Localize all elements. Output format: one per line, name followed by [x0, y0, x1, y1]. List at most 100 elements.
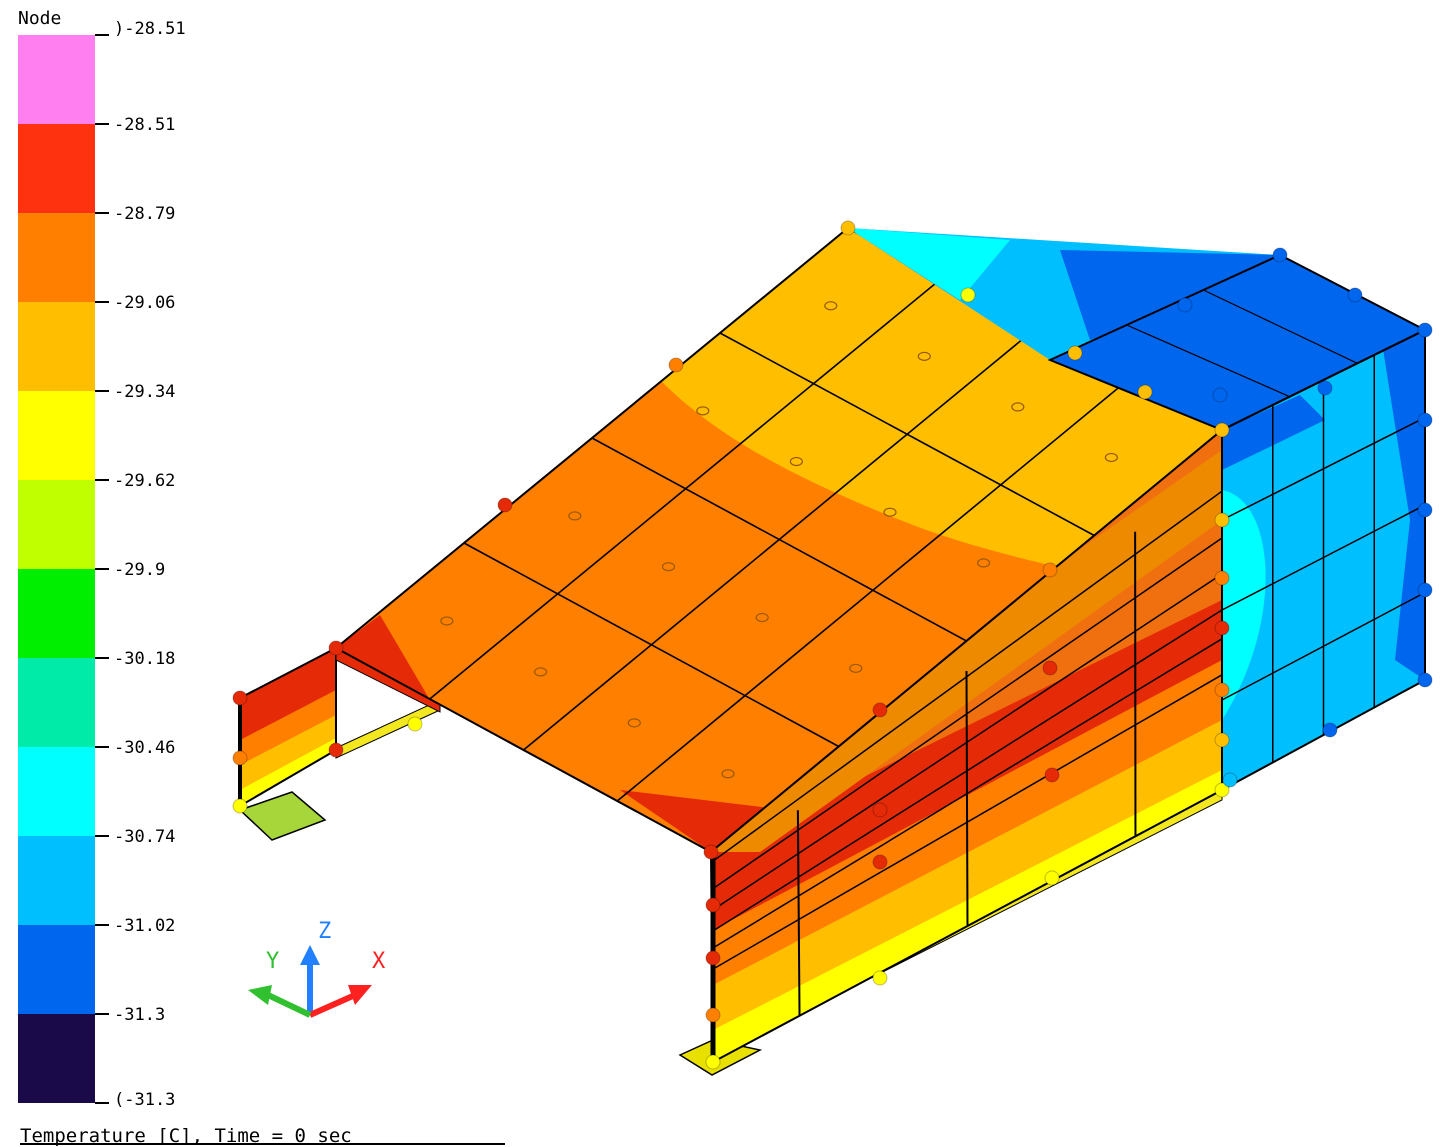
y-axis-arrow: [248, 985, 272, 1005]
roof-grid-line: [719, 332, 1095, 537]
result-caption: Temperature [C], Time = 0 sec: [20, 1125, 505, 1147]
roof-bolt-mark: [789, 456, 803, 467]
mesh-node: [703, 844, 719, 860]
mesh-node: [1417, 672, 1433, 688]
legend-band: [18, 836, 95, 925]
legend-band: [18, 302, 95, 391]
wall-girt-line: [710, 537, 1223, 891]
roof-bolt-mark: [824, 301, 838, 311]
mesh-node: [1067, 345, 1083, 361]
roof-bolt-mark: [721, 769, 735, 779]
roof-bolt-mark: [533, 667, 548, 677]
mesh-node: [705, 897, 721, 913]
mesh-node: [1042, 562, 1058, 578]
mesh-node: [1347, 287, 1363, 303]
mesh-node: [872, 854, 888, 870]
mesh-node: [1322, 722, 1338, 738]
roof-bolt-mark: [976, 558, 991, 568]
left-base-pad: [238, 791, 327, 841]
mesh-node: [705, 1007, 721, 1023]
left-bottom-rail: [335, 699, 441, 759]
mesh-node: [872, 702, 888, 718]
y-axis-line: [266, 992, 312, 1018]
roof-bolt-mark: [883, 507, 897, 517]
caption-text: Temperature [C], Time = 0 sec: [20, 1125, 352, 1147]
roof-grid: [429, 277, 1130, 802]
mesh-node: [872, 970, 888, 986]
wall-girt-line: [711, 638, 1223, 950]
legend-band: [18, 569, 95, 658]
legend-ticks: [95, 34, 109, 1104]
mesh-node: [705, 950, 721, 966]
mesh-node: [960, 287, 976, 303]
mesh-node: [705, 1054, 721, 1070]
mesh-node: [1044, 870, 1060, 886]
legend-boundary-label: -28.51: [114, 115, 175, 135]
roof-bolt-mark: [696, 406, 710, 416]
roof-bolt-mark: [917, 351, 931, 361]
roof-bolt-mark: [440, 616, 454, 626]
mesh-node: [1417, 322, 1433, 338]
roof-bolt-mark: [1011, 402, 1025, 412]
legend-band: [18, 391, 95, 480]
mesh-node: [1214, 422, 1230, 438]
mesh-node: [497, 497, 513, 513]
x-axis-label: X: [372, 949, 386, 974]
mesh-node: [1214, 570, 1230, 586]
mesh-node: [1417, 502, 1433, 518]
mesh-node: [1214, 782, 1230, 798]
z-axis-arrow: [300, 945, 320, 965]
mesh-node: [668, 357, 684, 373]
box-grid-line: [1221, 504, 1426, 611]
box-grid-line: [1221, 591, 1426, 701]
legend-band: [18, 124, 95, 213]
wall-girt-line: [711, 573, 1223, 912]
legend-band: [18, 925, 95, 1014]
wall-stud-line: [965, 670, 969, 927]
roof-bolt-mark: [755, 612, 769, 623]
wall-girt-line: [710, 490, 1223, 864]
mesh-node: [1214, 682, 1230, 698]
legend-top-label: )-28.51: [114, 19, 186, 39]
mesh-node: [1177, 297, 1193, 313]
roof-bolt-mark: [1104, 452, 1118, 463]
roof-bolt-mark: [661, 562, 676, 572]
wall-girt-line: [711, 674, 1223, 971]
mesh-node: [1417, 582, 1433, 598]
left-wall: [240, 648, 336, 806]
y-axis-label: Y: [266, 949, 279, 974]
mesh-node: [328, 640, 344, 656]
roof-bolt-mark: [627, 718, 641, 728]
mesh-node: [1317, 380, 1333, 396]
fea-model[interactable]: [232, 220, 1433, 1076]
legend-band: [18, 1014, 95, 1103]
legend-boundary-label: -29.34: [114, 382, 175, 402]
legend-boundary-label: -30.46: [114, 738, 175, 758]
legend-boundary-label: -28.79: [114, 204, 175, 224]
legend-boundary-label: -31.3: [114, 1005, 165, 1025]
legend-band: [18, 213, 95, 302]
legend-boundary-label: -29.62: [114, 471, 175, 491]
legend-boundary-label: -29.06: [114, 293, 175, 313]
color-legend: Node )-28.51 -28.51 -28.79 -29.06 -29.34 -29…: [18, 8, 186, 1110]
mesh-node: [232, 750, 248, 766]
legend-bottom-label: (-31.3: [114, 1090, 175, 1110]
x-axis-arrow: [348, 985, 372, 1005]
legend-band: [18, 658, 95, 747]
box-top-grid-line: [1126, 324, 1290, 398]
mesh-node: [232, 690, 248, 706]
legend-band: [18, 747, 95, 836]
wall-lines: [710, 490, 1223, 1016]
mesh-node: [328, 742, 344, 758]
box-grid: [1126, 289, 1426, 763]
mesh-node: [1214, 512, 1230, 528]
legend-boundary-label: -29.9: [114, 560, 165, 580]
roof-grid-line: [522, 328, 1036, 751]
legend-title: Node: [18, 8, 61, 29]
mesh-node: [1214, 732, 1230, 748]
x-axis-line: [308, 992, 357, 1018]
model-nodes: [232, 220, 1433, 1070]
legend-labels: -28.51 -28.79 -29.06 -29.34 -29.62 -29.9 -30.1…: [114, 115, 175, 1025]
legend-band: [18, 480, 95, 569]
